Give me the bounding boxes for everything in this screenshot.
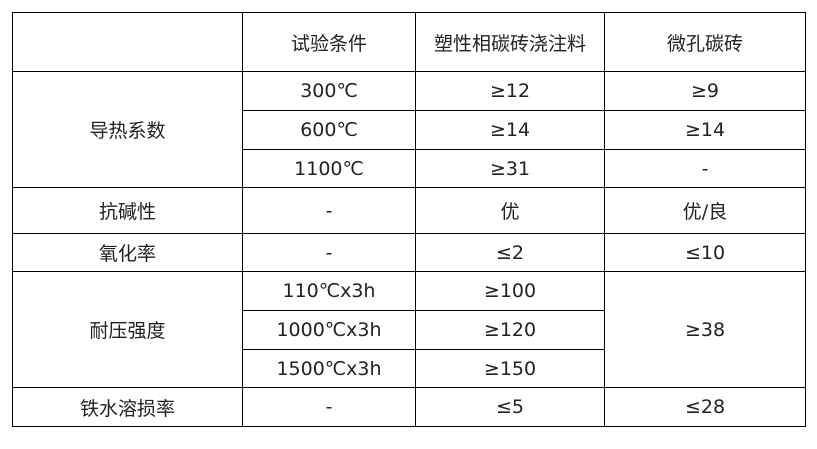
cell-brick: ≥14 [604, 110, 806, 150]
cell-castable: ≥14 [415, 110, 605, 150]
header-microporous-brick: 微孔碳砖 [604, 12, 806, 72]
cell-castable: ≤2 [415, 233, 605, 272]
strength-label: 耐压强度 [12, 271, 243, 388]
cell-condition: - [242, 233, 416, 272]
cell-condition: 1500℃x3h [242, 349, 416, 388]
cell-condition: - [242, 187, 416, 234]
cell-condition: 300℃ [242, 71, 416, 111]
cell-condition: 600℃ [242, 110, 416, 150]
table-row: 氧化率 - ≤2 ≤10 [12, 233, 806, 272]
cell-castable: 优 [415, 187, 605, 234]
table-row: 1500℃x3h ≥150 [13, 349, 806, 388]
header-cell-empty [12, 12, 243, 72]
header-castable: 塑性相碳砖浇注料 [415, 12, 605, 72]
cell-brick: ≤28 [604, 387, 806, 427]
table-row: 导热系数 300℃ ≥12 ≥9 [12, 71, 806, 188]
header-test-condition: 试验条件 [242, 12, 416, 72]
properties-table: 试验条件 塑性相碳砖浇注料 微孔碳砖 导热系数 300℃ ≥12 ≥9 600℃… [12, 12, 806, 427]
cell-castable: ≥12 [415, 71, 605, 111]
header-row: 试验条件 塑性相碳砖浇注料 微孔碳砖 [12, 12, 806, 72]
cell-condition: 110℃x3h [242, 271, 416, 311]
alkali-label: 抗碱性 [12, 187, 243, 234]
table-row: 铁水溶损率 - ≤5 ≤28 [12, 387, 806, 427]
thermal-label: 导热系数 [12, 71, 243, 188]
oxidation-label: 氧化率 [12, 233, 243, 272]
erosion-label: 铁水溶损率 [12, 387, 243, 427]
table-row: 1100℃ ≥31 - [13, 149, 806, 188]
table-row: 耐压强度 110℃x3h ≥100 ≥38 [12, 271, 806, 388]
table-row: 600℃ ≥14 ≥14 [13, 110, 806, 150]
cell-brick: 优/良 [604, 187, 806, 234]
cell-brick: - [604, 149, 806, 188]
cell-brick: ≤10 [604, 233, 806, 272]
cell-castable: ≥31 [415, 149, 605, 188]
cell-condition: - [242, 387, 416, 427]
cell-castable: ≤5 [415, 387, 605, 427]
table-row: 1000℃x3h ≥120 [13, 310, 806, 350]
cell-brick: ≥9 [604, 71, 806, 111]
cell-castable: ≥150 [415, 349, 605, 388]
cell-condition: 1000℃x3h [242, 310, 416, 350]
table-row: 抗碱性 - 优 优/良 [12, 187, 806, 234]
cell-castable: ≥120 [415, 310, 605, 350]
cell-condition: 1100℃ [242, 149, 416, 188]
cell-castable: ≥100 [415, 271, 605, 311]
cell-brick: ≥38 [604, 271, 806, 388]
